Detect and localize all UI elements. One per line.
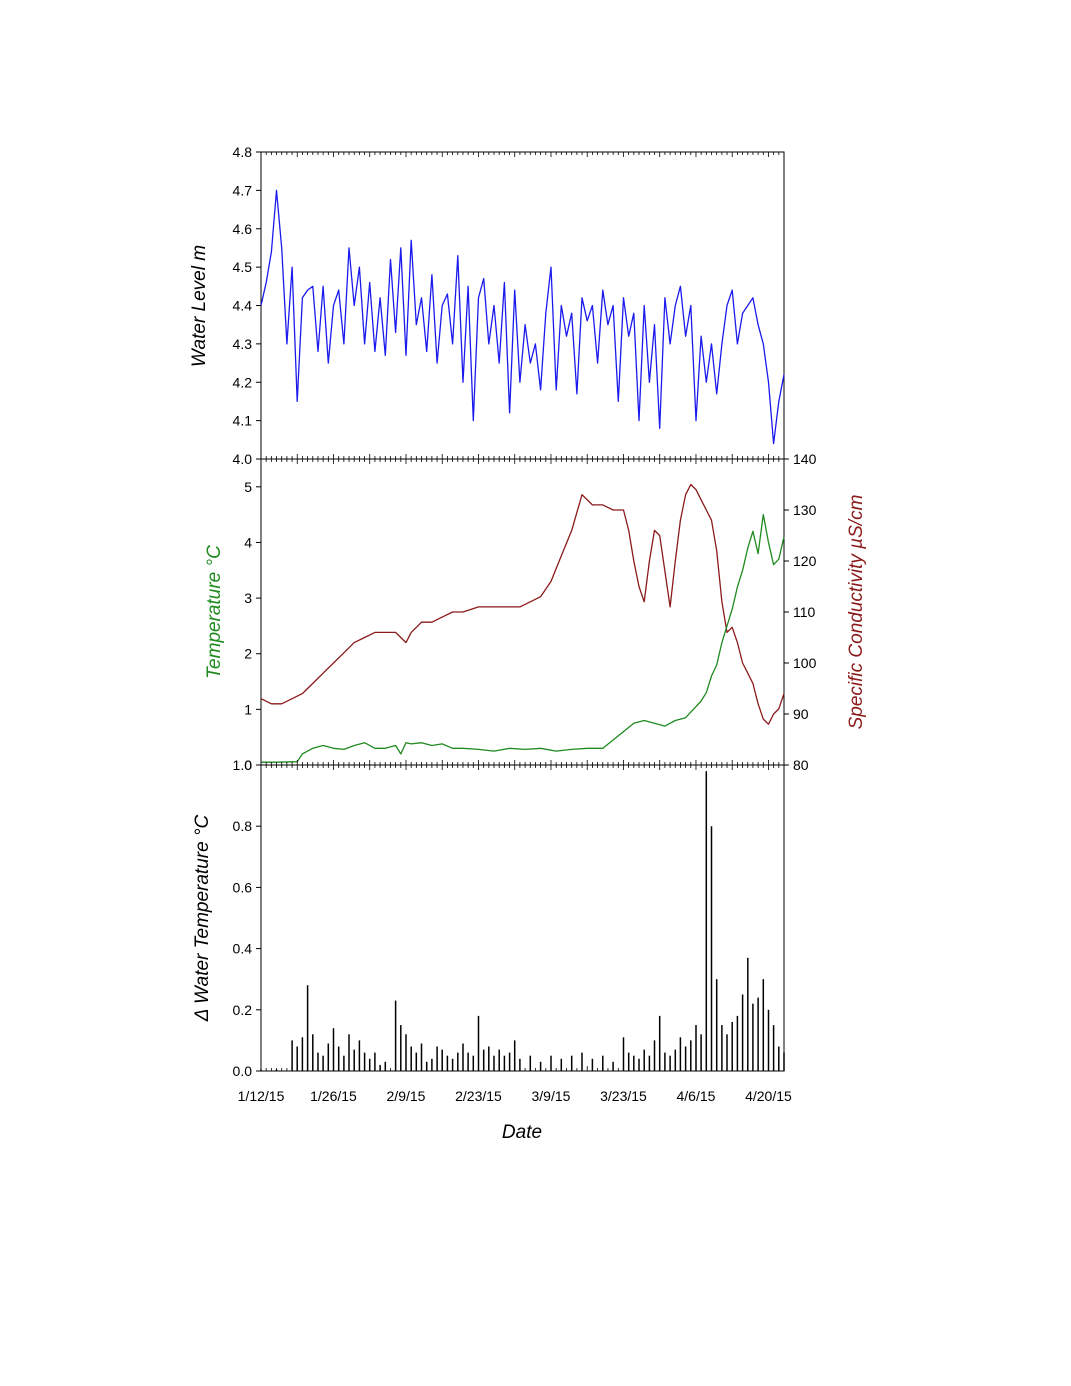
x-tick-label: 2/9/15 (387, 1088, 426, 1104)
temperature-axis-title: Temperature °C (204, 545, 225, 679)
y-tick-label: 100 (793, 655, 817, 671)
y-tick-label: 1.0 (233, 757, 253, 773)
y-tick-label: 0.6 (233, 879, 253, 895)
y-tick-label: 90 (793, 706, 809, 722)
x-tick-label: 2/23/15 (455, 1088, 502, 1104)
y-tick-label: 2 (244, 646, 252, 662)
water-level-line (260, 189, 785, 445)
y-tick-label: 5 (244, 479, 252, 495)
y-tick-label: 110 (793, 604, 816, 620)
y-tick-label: 0.8 (233, 818, 253, 834)
delta-temp-series (260, 771, 785, 1071)
y-tick-label: 4.0 (233, 451, 253, 467)
y-tick-label: 4.7 (233, 182, 253, 198)
x-tick-label: 1/12/15 (238, 1088, 285, 1104)
delta-temp-axis-title: Δ Water Temperature °C (192, 814, 213, 1022)
x-tick-label: 3/23/15 (600, 1088, 647, 1104)
x-tick-label: 4/20/15 (745, 1088, 792, 1104)
conductivity-series (260, 483, 785, 725)
y-tick-label: 0.2 (233, 1002, 253, 1018)
water-level-plot-frame (260, 151, 785, 460)
delta-temp-plot-frame (260, 764, 785, 1072)
y-tick-label: 4.8 (233, 144, 253, 160)
y-tick-label: 0 (244, 757, 252, 773)
temperature-line (261, 513, 785, 763)
conductivity-line (260, 483, 785, 725)
water-level-series (260, 189, 785, 445)
y-tick-label: 4.1 (233, 413, 253, 429)
x-tick-label: 1/26/15 (310, 1088, 357, 1104)
x-tick-label: 4/6/15 (677, 1088, 716, 1104)
y-tick-label: 0.4 (233, 941, 253, 957)
y-tick-label: 4.3 (233, 336, 253, 352)
axis-ticks: 4.0 4.1 4.2 4.3 4.4 4.5 4.6 4.7 4.8 0 1 2 3 4 5 80 90 100… (233, 144, 817, 1104)
y-tick-label: 3 (244, 590, 252, 606)
water-level-axis-title: Water Level m (189, 245, 210, 367)
y-tick-label: 0.0 (233, 1063, 253, 1079)
x-tick-label: 3/9/15 (532, 1088, 571, 1104)
y-tick-label: 4.5 (233, 259, 253, 275)
y-tick-label: 80 (793, 757, 809, 773)
y-tick-label: 4.2 (233, 374, 253, 390)
y-tick-label: 4 (244, 534, 252, 550)
date-axis-title: Date (502, 1122, 542, 1143)
y-tick-label: 120 (793, 553, 817, 569)
y-tick-label: 130 (793, 502, 817, 518)
temperature-series (261, 513, 785, 763)
y-tick-label: 1 (244, 701, 252, 717)
temp-conductivity-plot-frame (260, 458, 785, 766)
y-tick-label: 4.6 (233, 221, 253, 237)
conductivity-axis-title: Specific Conductivity µS/cm (846, 495, 867, 730)
y-tick-label: 140 (793, 451, 817, 467)
y-tick-label: 4.4 (233, 298, 253, 314)
